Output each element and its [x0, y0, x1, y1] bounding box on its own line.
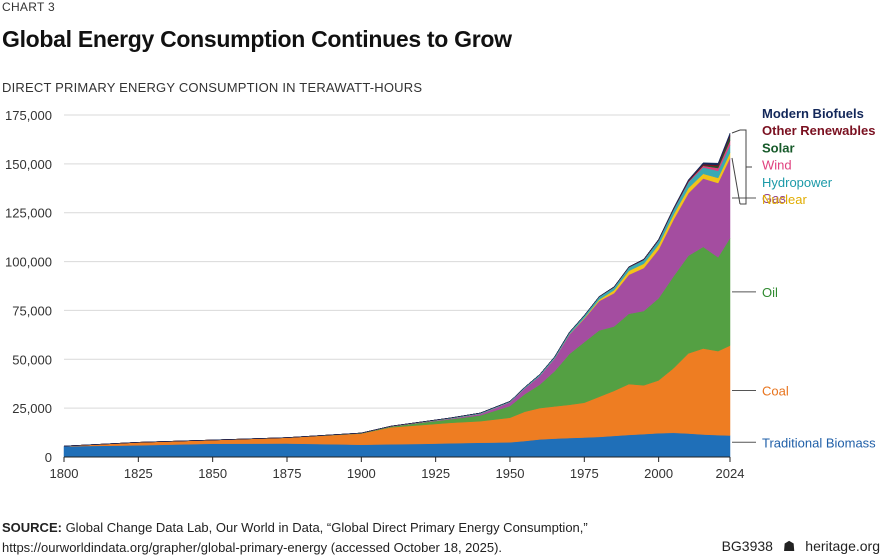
x-tick-label: 1825 [124, 466, 153, 481]
series-label: Oil [762, 285, 778, 300]
y-tick-label: 50,000 [12, 352, 52, 367]
x-tick-label: 1875 [273, 466, 302, 481]
gridlines [64, 114, 730, 409]
bracket [740, 129, 747, 205]
source-label: SOURCE: [2, 520, 62, 535]
x-tick-label: 2024 [716, 466, 745, 481]
series-label: Coal [762, 384, 789, 399]
series-label: Wind [762, 158, 792, 173]
site-name: heritage.org [805, 538, 880, 554]
y-tick-label: 25,000 [12, 401, 52, 416]
x-tick-label: 1800 [50, 466, 79, 481]
x-tick-label: 1900 [347, 466, 376, 481]
chart-subtitle: DIRECT PRIMARY ENERGY CONSUMPTION IN TER… [2, 80, 423, 95]
source-url: https://ourworldindata.org/grapher/globa… [2, 540, 503, 555]
y-tick-label: 100,000 [5, 255, 52, 270]
series-label: Hydropower [762, 175, 833, 190]
area-modern-biofuels [63, 132, 731, 447]
bracket-leader-bottom [731, 157, 741, 205]
chart-kicker: CHART 3 [2, 0, 56, 14]
series-label: Other Renewables [762, 123, 875, 138]
series-label: Gas [762, 191, 786, 206]
series-label: Traditional Biomass [762, 435, 876, 450]
x-tick-label: 1975 [570, 466, 599, 481]
y-tick-label: 175,000 [5, 108, 52, 123]
y-tick-label: 75,000 [12, 303, 52, 318]
series-label: Nuclear [762, 192, 807, 207]
series-labels: Traditional Biomass Coal Oil Gas Modern Biof… [731, 106, 876, 450]
x-tick-label: 1850 [198, 466, 227, 481]
series-label: Solar [762, 140, 795, 155]
y-tick-label: 0 [45, 450, 52, 465]
x-tick-label: 2000 [644, 466, 673, 481]
energy-area-chart: 0 25,000 50,000 75,000 100,000 125,000 150,000… [5, 106, 876, 481]
stacked-areas [63, 132, 731, 458]
chart-title: Global Energy Consumption Continues to G… [2, 26, 512, 52]
y-tick-label: 150,000 [5, 157, 52, 172]
x-tick-label: 1925 [421, 466, 450, 481]
report-code: BG3938 [721, 538, 773, 554]
x-tick-label: 1950 [496, 466, 525, 481]
axes: 0 25,000 50,000 75,000 100,000 125,000 150,000… [5, 108, 744, 481]
y-tick-label: 125,000 [5, 206, 52, 221]
source-note: SOURCE: Global Change Data Lab, Our Worl… [2, 518, 702, 558]
source-text: Global Change Data Lab, Our World in Dat… [61, 520, 588, 535]
series-label: Modern Biofuels [762, 106, 864, 121]
bell-logo-icon: ☗ [782, 538, 796, 554]
publisher-credit: BG3938 ☗ heritage.org [716, 538, 880, 555]
bracket-leader-top [731, 129, 741, 134]
